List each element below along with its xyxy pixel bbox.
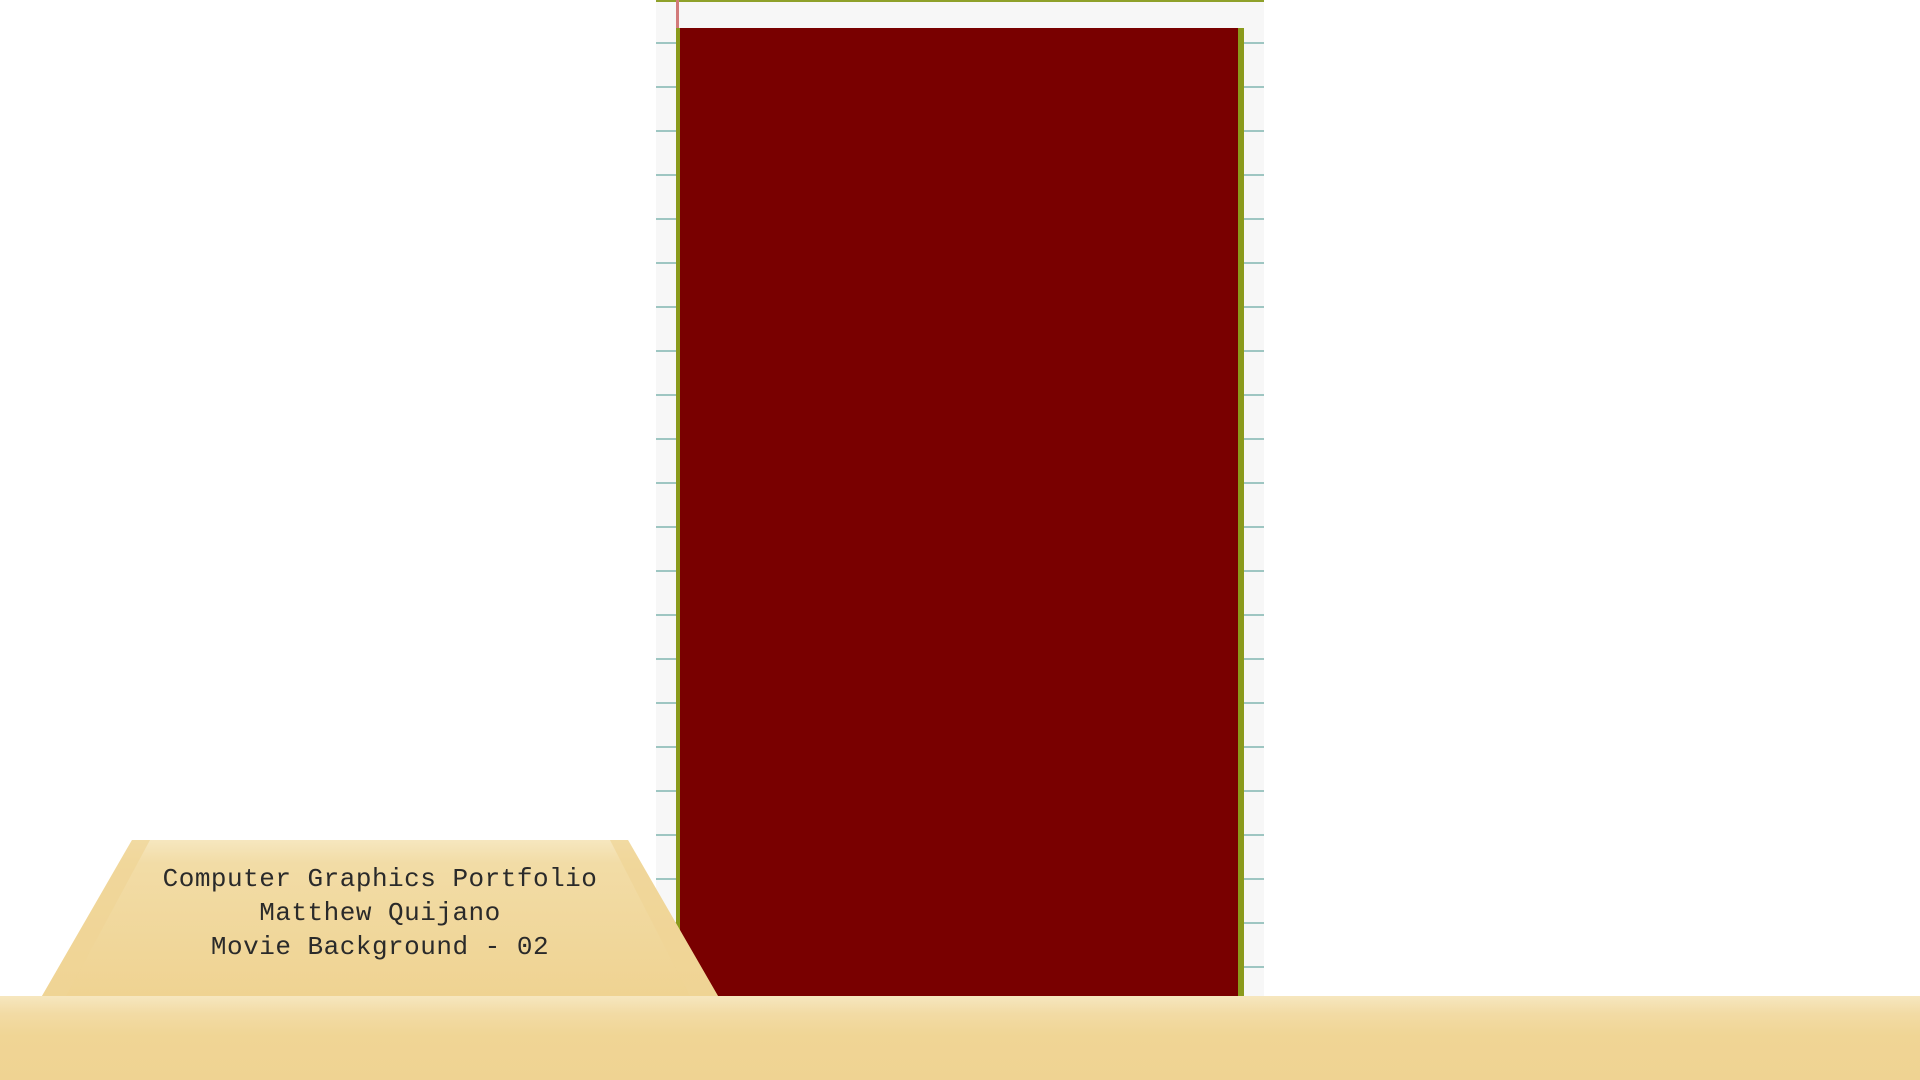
plaque-line-author: Matthew Quijano — [259, 898, 501, 928]
movie-screen-panel — [680, 28, 1238, 996]
floor-bar — [0, 996, 1920, 1080]
paper-margin-line — [676, 0, 679, 30]
paper-right-edge — [1238, 28, 1244, 996]
plaque-shape — [42, 840, 718, 996]
plaque-line-subtitle: Movie Background - 02 — [210, 932, 550, 962]
title-plaque: Computer Graphics Portfolio Matthew Quij… — [40, 840, 720, 996]
plaque-caption: Computer Graphics Portfolio Matthew Quij… — [40, 862, 720, 964]
paper-top-line — [656, 0, 1264, 2]
paper-left-edge — [676, 28, 680, 996]
plaque-line-title: Computer Graphics Portfolio — [162, 864, 598, 894]
